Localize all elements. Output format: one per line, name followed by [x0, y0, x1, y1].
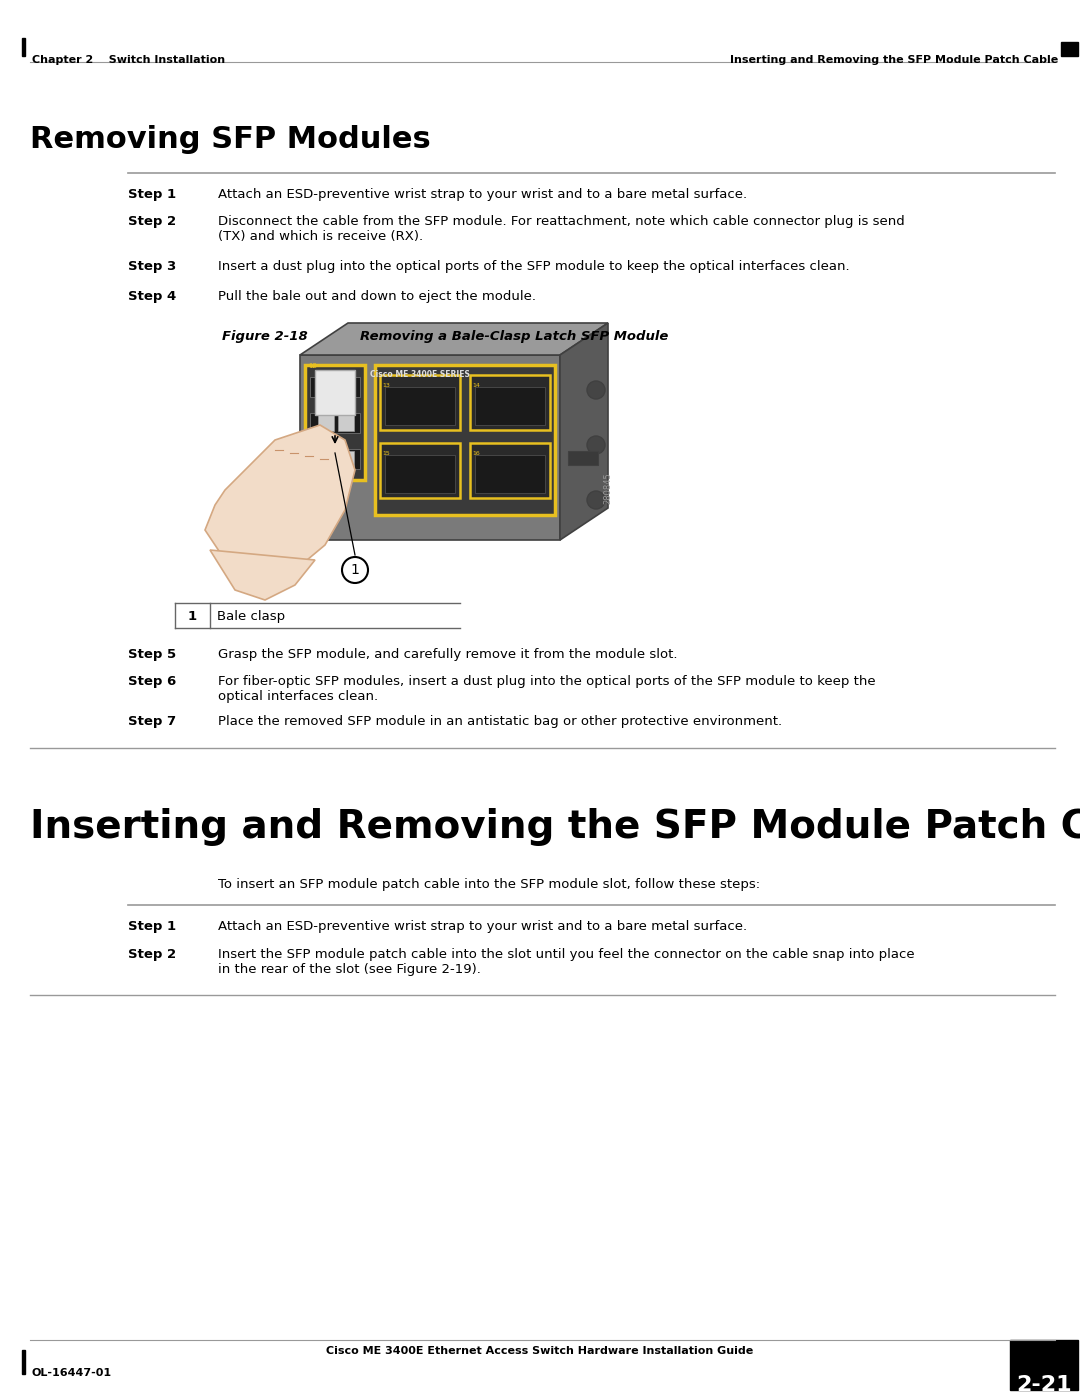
Circle shape	[588, 490, 605, 509]
Text: Step 3: Step 3	[129, 260, 176, 272]
Bar	[1061, 42, 1078, 56]
Bar	[318, 451, 334, 467]
Bar	[338, 415, 354, 432]
Text: Figure 2-18: Figure 2-18	[222, 330, 308, 344]
Bar	[310, 448, 360, 469]
Text: 1: 1	[188, 610, 197, 623]
Bar	[310, 414, 360, 433]
Text: To insert an SFP module patch cable into the SFP module slot, follow these steps: To insert an SFP module patch cable into…	[218, 877, 760, 891]
Text: Step 1: Step 1	[129, 189, 176, 201]
Bar	[338, 451, 354, 467]
Bar	[310, 377, 360, 397]
Circle shape	[588, 381, 605, 400]
FancyBboxPatch shape	[470, 374, 550, 430]
Text: Step 6: Step 6	[129, 675, 176, 687]
Text: Removing SFP Modules: Removing SFP Modules	[30, 124, 431, 154]
Circle shape	[342, 557, 368, 583]
Text: For fiber-optic SFP modules, insert a dust plug into the optical ports of the SF: For fiber-optic SFP modules, insert a du…	[218, 675, 876, 703]
Circle shape	[588, 436, 605, 454]
Text: Step 2: Step 2	[129, 949, 176, 961]
Text: Pull the bale out and down to eject the module.: Pull the bale out and down to eject the …	[218, 291, 536, 303]
Text: 13: 13	[382, 383, 390, 388]
Bar	[475, 455, 545, 493]
Text: 14: 14	[472, 383, 480, 388]
Bar	[475, 387, 545, 425]
Bar	[318, 415, 334, 432]
Text: Inserting and Removing the SFP Module Patch Cable: Inserting and Removing the SFP Module Pa…	[730, 54, 1058, 66]
Text: Insert a dust plug into the optical ports of the SFP module to keep the optical : Insert a dust plug into the optical port…	[218, 260, 850, 272]
Text: Chapter 2    Switch Installation: Chapter 2 Switch Installation	[32, 54, 225, 66]
Text: 16: 16	[472, 451, 480, 455]
Text: 12: 12	[308, 363, 316, 369]
Text: 2-21: 2-21	[1016, 1375, 1071, 1396]
Text: Attach an ESD-preventive wrist strap to your wrist and to a bare metal surface.: Attach an ESD-preventive wrist strap to …	[218, 189, 747, 201]
Text: Step 7: Step 7	[129, 715, 176, 728]
Text: Insert the SFP module patch cable into the slot until you feel the connector on : Insert the SFP module patch cable into t…	[218, 949, 915, 977]
FancyBboxPatch shape	[300, 355, 561, 541]
Bar	[384, 455, 455, 493]
FancyBboxPatch shape	[305, 365, 365, 481]
Text: Attach an ESD-preventive wrist strap to your wrist and to a bare metal surface.: Attach an ESD-preventive wrist strap to …	[218, 921, 747, 933]
Bar	[568, 451, 598, 465]
Bar	[338, 379, 354, 395]
Text: Step 5: Step 5	[129, 648, 176, 661]
Text: Inserting and Removing the SFP Module Patch Cable: Inserting and Removing the SFP Module Pa…	[30, 807, 1080, 847]
FancyBboxPatch shape	[380, 443, 460, 497]
Bar	[1010, 1340, 1078, 1390]
FancyBboxPatch shape	[375, 365, 555, 515]
Polygon shape	[205, 425, 355, 580]
Text: Bale clasp: Bale clasp	[217, 610, 285, 623]
FancyBboxPatch shape	[470, 443, 550, 497]
Text: OL-16447-01: OL-16447-01	[32, 1368, 112, 1377]
Text: Grasp the SFP module, and carefully remove it from the module slot.: Grasp the SFP module, and carefully remo…	[218, 648, 677, 661]
Polygon shape	[300, 323, 608, 355]
Text: Removing a Bale-Clasp Latch SFP Module: Removing a Bale-Clasp Latch SFP Module	[360, 330, 669, 344]
Text: Step 4: Step 4	[129, 291, 176, 303]
Text: Step 1: Step 1	[129, 921, 176, 933]
Polygon shape	[561, 323, 608, 541]
Text: Cisco ME 3400E SERIES: Cisco ME 3400E SERIES	[370, 370, 470, 379]
Text: 15: 15	[382, 451, 390, 455]
Text: Disconnect the cable from the SFP module. For reattachment, note which cable con: Disconnect the cable from the SFP module…	[218, 215, 905, 243]
Bar	[384, 387, 455, 425]
FancyBboxPatch shape	[380, 374, 460, 430]
Text: 280845: 280845	[604, 472, 612, 504]
Bar	[318, 379, 334, 395]
Text: Step 2: Step 2	[129, 215, 176, 228]
Text: Cisco ME 3400E Ethernet Access Switch Hardware Installation Guide: Cisco ME 3400E Ethernet Access Switch Ha…	[326, 1345, 754, 1356]
Bar	[315, 370, 355, 415]
Bar	[22, 38, 25, 56]
Polygon shape	[210, 550, 315, 599]
Text: Place the removed SFP module in an antistatic bag or other protective environmen: Place the removed SFP module in an antis…	[218, 715, 782, 728]
Bar	[22, 1350, 25, 1375]
Text: 1: 1	[351, 563, 360, 577]
